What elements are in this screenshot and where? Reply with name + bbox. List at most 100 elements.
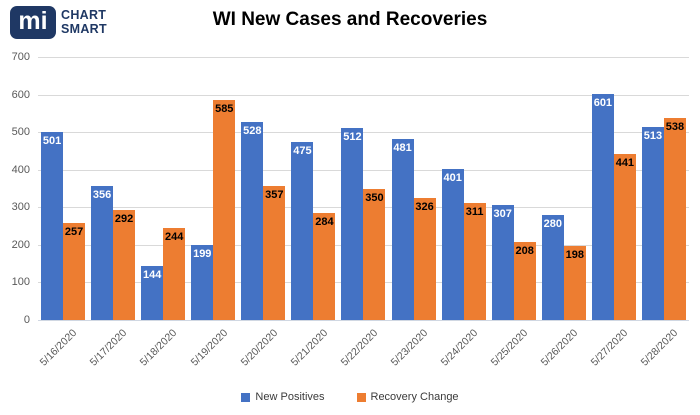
bar-data-label: 512 <box>343 130 362 143</box>
x-tick-label-5/17/2020: 5/17/2020 <box>88 327 130 369</box>
x-tick-label-5/24/2020: 5/24/2020 <box>438 327 481 369</box>
legend-item-new-positives: New Positives <box>241 391 325 403</box>
bar-recovery-change-5/19/2020: 585 <box>213 100 236 320</box>
bar-data-label: 326 <box>415 200 434 213</box>
bar-group-5/24/2020: 401 311 <box>439 169 489 320</box>
bar-recovery-change-5/23/2020: 326 <box>413 197 436 320</box>
bar-recovery-change-5/28/2020: 538 <box>663 117 686 320</box>
bar-new-positives-5/21/2020: 475 <box>291 141 314 320</box>
bar-new-positives-5/20/2020: 528 <box>241 121 264 320</box>
x-tick-label-5/20/2020: 5/20/2020 <box>238 327 280 369</box>
bar-new-positives-5/19/2020: 199 <box>191 245 214 320</box>
plot-area: 501 257 356 292 144 244 199 585 528 357 475 284 512 3… <box>38 57 689 321</box>
bar-data-label: 538 <box>665 120 685 133</box>
bar-data-label: 513 <box>643 130 663 143</box>
x-tick-label-5/28/2020: 5/28/2020 <box>638 327 681 369</box>
bar-data-label: 441 <box>615 157 635 170</box>
bar-recovery-change-5/24/2020: 311 <box>463 203 486 320</box>
bar-data-label: 475 <box>293 144 312 157</box>
y-tick-label-300: 300 <box>11 201 30 214</box>
bar-recovery-change-5/27/2020: 441 <box>613 154 636 320</box>
bar-group-5/16/2020: 501 257 <box>38 131 88 320</box>
x-tick-label-5/18/2020: 5/18/2020 <box>138 327 180 369</box>
legend: New Positives Recovery Change <box>0 391 700 403</box>
bar-new-positives-5/23/2020: 481 <box>391 139 414 320</box>
legend-label: New Positives <box>255 391 325 403</box>
bar-data-label: 257 <box>64 226 84 239</box>
logo-wordmark-line1: CHART <box>61 8 107 23</box>
bar-recovery-change-5/25/2020: 208 <box>513 241 536 320</box>
bar-group-5/28/2020: 513 538 <box>639 117 689 320</box>
bar-new-positives-5/26/2020: 280 <box>541 214 564 320</box>
bar-new-positives-5/27/2020: 601 <box>591 94 614 320</box>
bar-new-positives-5/25/2020: 307 <box>491 204 514 320</box>
x-tick-label-5/21/2020: 5/21/2020 <box>288 327 330 369</box>
logo-wordmark: CHART SMART <box>61 9 107 35</box>
bar-group-5/19/2020: 199 585 <box>188 100 238 320</box>
bar-data-label: 208 <box>515 244 534 257</box>
chart-title: WI New Cases and Recoveries <box>212 9 488 30</box>
bar-new-positives-5/17/2020: 356 <box>91 186 114 320</box>
bar-group-5/22/2020: 512 350 <box>338 127 388 320</box>
legend-label: Recovery Change <box>370 391 459 403</box>
bar-data-label: 601 <box>593 97 613 110</box>
bar-new-positives-5/18/2020: 144 <box>141 265 164 320</box>
y-tick-label-100: 100 <box>11 276 30 289</box>
y-tick-label-500: 500 <box>11 126 30 139</box>
bar-data-label: 350 <box>365 191 384 204</box>
bar-group-5/17/2020: 356 292 <box>88 186 138 320</box>
bar-data-label: 307 <box>493 207 512 220</box>
bar-new-positives-5/16/2020: 501 <box>41 131 64 320</box>
bar-recovery-change-5/21/2020: 284 <box>313 213 336 320</box>
gridline-700 <box>38 57 689 58</box>
logo-wordmark-line2: SMART <box>61 21 107 36</box>
x-tick-label-5/27/2020: 5/27/2020 <box>588 327 631 369</box>
bar-data-label: 284 <box>315 216 334 229</box>
legend-item-recovery-change: Recovery Change <box>356 391 459 403</box>
chartsmart-logo: mi CHART SMART <box>10 6 107 39</box>
bar-data-label: 311 <box>465 206 484 219</box>
bar-group-5/23/2020: 481 326 <box>389 139 439 320</box>
bar-data-label: 244 <box>164 231 184 244</box>
y-tick-label-700: 700 <box>11 51 30 63</box>
y-tick-label-600: 600 <box>11 88 30 101</box>
bar-recovery-change-5/18/2020: 244 <box>163 228 186 320</box>
gridline-500 <box>38 132 689 134</box>
x-tick-label-5/25/2020: 5/25/2020 <box>488 327 531 369</box>
bar-group-5/25/2020: 307 208 <box>489 204 539 320</box>
bar-data-label: 528 <box>243 124 262 137</box>
bar-data-label: 585 <box>215 103 234 116</box>
bar-new-positives-5/22/2020: 512 <box>341 127 364 320</box>
bar-new-positives-5/28/2020: 513 <box>641 127 664 320</box>
y-tick-label-200: 200 <box>11 238 30 251</box>
bar-group-5/26/2020: 280 198 <box>539 214 589 320</box>
bar-recovery-change-5/17/2020: 292 <box>113 210 136 320</box>
bar-data-label: 280 <box>543 217 562 230</box>
gridline-600 <box>38 94 689 96</box>
legend-swatch-icon <box>241 392 251 402</box>
bar-recovery-change-5/20/2020: 357 <box>263 185 286 320</box>
x-tick-label-5/22/2020: 5/22/2020 <box>338 327 380 369</box>
bar-group-5/18/2020: 144 244 <box>138 228 188 320</box>
y-axis: 0 100 200 300 400 500 600 700 <box>0 0 32 415</box>
legend-swatch-icon <box>356 392 366 402</box>
bar-data-label: 144 <box>142 268 162 281</box>
x-tick-label-5/19/2020: 5/19/2020 <box>188 327 230 369</box>
bar-data-label: 199 <box>193 248 212 261</box>
bar-recovery-change-5/22/2020: 350 <box>363 188 386 320</box>
bar-data-label: 357 <box>265 188 284 201</box>
bar-data-label: 481 <box>393 142 412 155</box>
x-tick-label-5/16/2020: 5/16/2020 <box>38 327 80 369</box>
bar-recovery-change-5/16/2020: 257 <box>63 223 86 320</box>
y-tick-label-0: 0 <box>23 314 30 326</box>
bar-group-5/27/2020: 601 441 <box>589 94 639 320</box>
bar-group-5/20/2020: 528 357 <box>238 121 288 320</box>
logo-mi-icon: mi <box>10 6 56 39</box>
bar-group-5/21/2020: 475 284 <box>288 141 338 320</box>
gridline-400 <box>38 169 689 171</box>
y-tick-label-400: 400 <box>11 163 30 176</box>
bar-new-positives-5/24/2020: 401 <box>441 169 464 320</box>
x-tick-label-5/26/2020: 5/26/2020 <box>538 327 581 369</box>
x-tick-label-5/23/2020: 5/23/2020 <box>388 327 431 369</box>
bar-recovery-change-5/26/2020: 198 <box>563 245 586 320</box>
